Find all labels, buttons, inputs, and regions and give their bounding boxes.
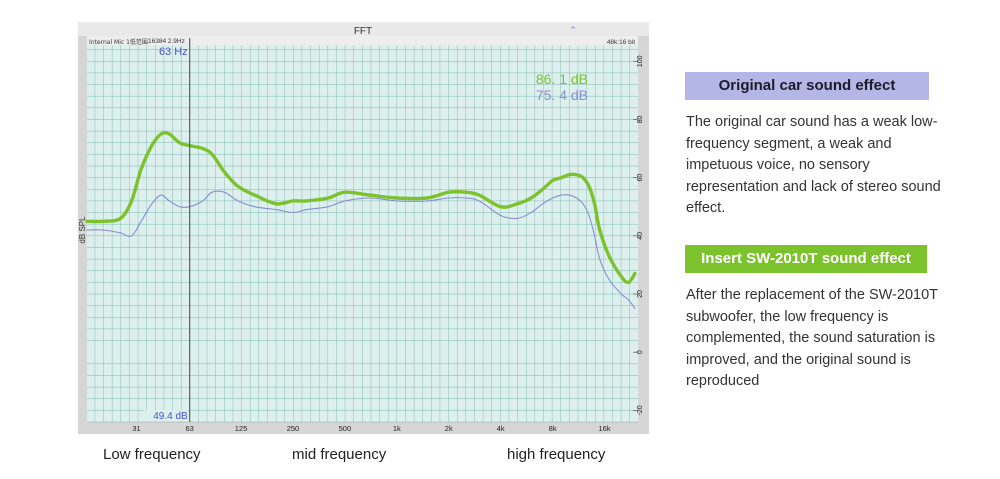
x-tick-label: 16k — [599, 424, 611, 433]
x-tick-labels: 31 63 125 250 500 1k 2k 4k 8k 16k — [132, 424, 610, 433]
y-tick-label: -20 — [637, 405, 644, 415]
x-tick-label: 8k — [549, 424, 557, 433]
x-tick-label: 4k — [497, 424, 505, 433]
fft-panel: FFT ^ 16384 2.9Hz Internal Mic 1低范围 48k:… — [78, 22, 649, 434]
y-tick-label: 40 — [637, 232, 644, 240]
original-sound-header: Original car sound effect — [685, 72, 929, 100]
y-tick-label: 80 — [637, 115, 644, 123]
low-frequency-label: Low frequency — [103, 446, 201, 463]
x-tick-label: 31 — [132, 424, 140, 433]
readout-green: 86. 1 dB — [536, 71, 588, 87]
bottom-readout: 49.4 dB — [153, 411, 188, 422]
y-tick-label: 100 — [637, 55, 644, 67]
x-tick-label: 500 — [339, 424, 352, 433]
x-tick-label: 63 — [186, 424, 194, 433]
mid-frequency-label: mid frequency — [292, 446, 387, 463]
title-bar — [78, 22, 649, 36]
y-tick-label: 20 — [637, 290, 644, 298]
series-layer — [85, 131, 637, 310]
x-tick-label: 1k — [393, 424, 401, 433]
series-blue-line — [86, 190, 636, 310]
y-tick-labels: 100 80 60 40 20 0 -20 — [633, 55, 644, 415]
collapse-icon[interactable]: ^ — [570, 26, 576, 34]
y-tick-label: 0 — [637, 350, 644, 354]
grid — [87, 37, 638, 423]
bottom-readout-bg — [143, 410, 188, 421]
y-axis-label: dB SPL — [78, 216, 87, 244]
high-frequency-label: high frequency — [507, 446, 606, 463]
insert-sound-description: After the replacement of the SW-2010T su… — [686, 287, 938, 389]
insert-sound-header: Insert SW-2010T sound effect — [685, 245, 927, 273]
series-green-line — [85, 131, 637, 285]
y-tick-label: 60 — [637, 174, 644, 182]
x-tick-label: 125 — [235, 424, 248, 433]
readout-blue: 75. 4 dB — [536, 87, 588, 103]
panel-title: FFT — [354, 26, 372, 37]
format-label: 48k:16 bit — [607, 39, 635, 46]
x-tick-label: 250 — [287, 424, 300, 433]
fft-info: 16384 2.9Hz — [148, 38, 185, 45]
cursor-frequency: 63 Hz — [159, 46, 188, 58]
original-sound-description: The original car sound has a weak low-fr… — [686, 114, 941, 216]
x-tick-label: 2k — [445, 424, 453, 433]
input-source: Internal Mic 1低范围 — [89, 38, 148, 46]
info-strip — [87, 36, 638, 45]
